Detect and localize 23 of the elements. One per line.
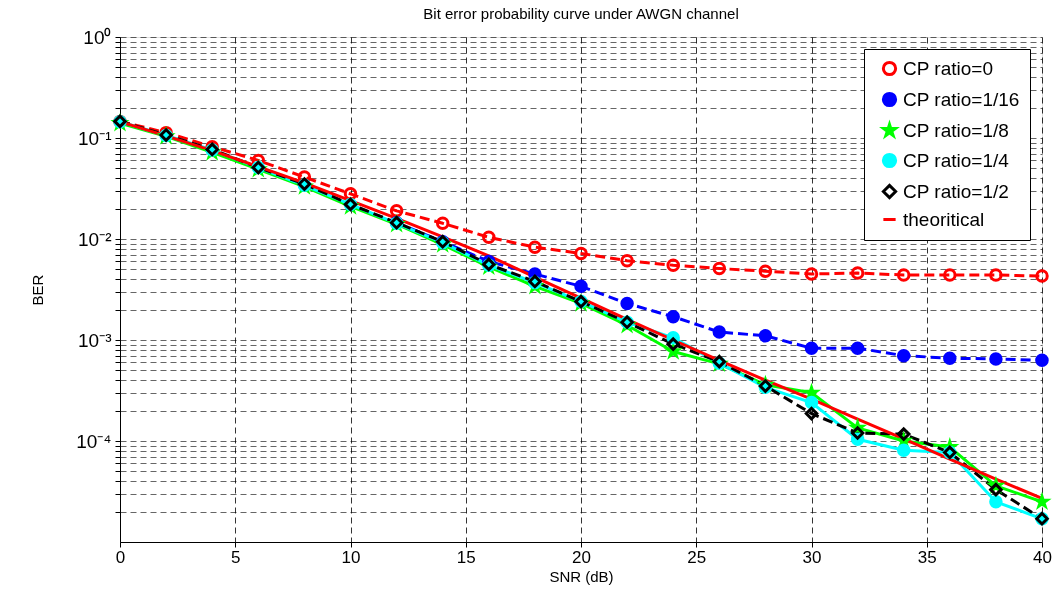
x-tick-label: 15 [456,547,476,567]
y-tick-label: 10⁻¹ [78,127,112,149]
y-tick-label: 10⁰ [83,26,112,48]
x-tick-label: 35 [917,547,937,567]
x-tick-label: 0 [115,547,126,567]
x-tick-label: 5 [231,547,241,567]
legend-label: theoritical [903,208,985,230]
chart-title: Bit error probability curve under AWGN channel [423,5,739,22]
x-tick-label: 30 [802,547,822,567]
legend-label: CP ratio=1/8 [903,119,1009,141]
x-tick-label: 20 [572,547,591,567]
legend-label: CP ratio=1/2 [903,180,1009,202]
legend-label: CP ratio=1/16 [903,88,1020,110]
x-tick-label: 40 [1033,547,1052,567]
y-tick-label: 10⁻² [78,228,112,250]
y-axis-title: BER [29,274,47,306]
x-axis-title: SNR (dB) [549,567,614,585]
legend-label: CP ratio=0 [903,57,993,79]
x-tick-label: 25 [687,547,707,567]
legend-label: CP ratio=1/4 [903,149,1010,171]
y-tick-label: 10⁻³ [78,329,112,351]
y-tick-label: 10⁻⁴ [76,430,112,452]
x-tick-label: 10 [341,547,361,567]
